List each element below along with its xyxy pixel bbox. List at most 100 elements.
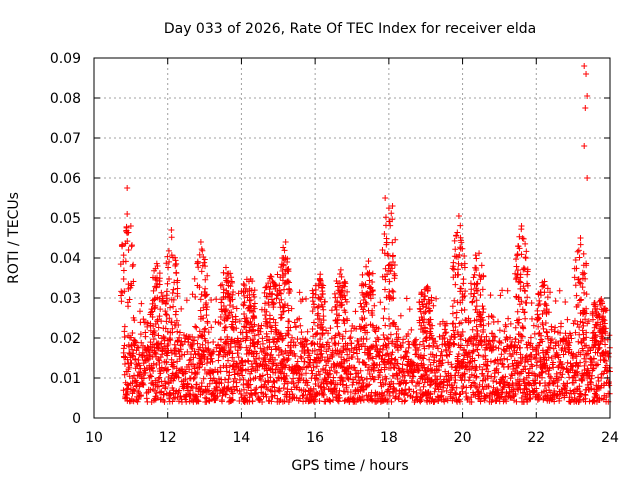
data-point (383, 375, 390, 382)
data-point (124, 356, 131, 363)
data-point (314, 322, 321, 329)
data-point (128, 282, 135, 289)
data-point (162, 308, 169, 315)
data-point (442, 368, 449, 375)
data-point (265, 280, 272, 287)
data-point (460, 276, 467, 283)
data-point (503, 398, 510, 405)
data-point (488, 312, 495, 319)
data-point (335, 398, 342, 405)
data-point (251, 300, 258, 307)
data-point (406, 386, 413, 393)
data-point (439, 357, 446, 364)
data-point (389, 319, 396, 326)
data-point (392, 341, 399, 348)
data-point (264, 293, 271, 300)
data-point (517, 344, 524, 351)
data-point (528, 315, 535, 322)
data-point (363, 336, 370, 343)
data-point (245, 304, 252, 311)
data-point (165, 264, 172, 271)
data-point (461, 346, 468, 353)
data-point (379, 352, 386, 359)
data-point (369, 344, 376, 351)
data-point (198, 268, 205, 275)
data-point (577, 235, 584, 241)
data-point (253, 384, 260, 391)
data-point (192, 323, 199, 330)
data-point (479, 286, 486, 293)
data-point (386, 315, 393, 322)
data-point (360, 397, 367, 404)
data-point (498, 351, 505, 358)
data-point (383, 344, 390, 351)
data-point (340, 316, 347, 323)
data-point (489, 396, 496, 403)
data-point (525, 372, 532, 379)
data-point (283, 372, 290, 379)
data-point (398, 344, 405, 351)
data-point (357, 397, 364, 404)
data-point (362, 361, 369, 368)
data-point (319, 329, 326, 336)
data-point (280, 244, 287, 251)
data-point (234, 370, 241, 377)
data-point (469, 326, 476, 333)
data-point (290, 394, 297, 401)
data-point (163, 260, 170, 267)
data-point (477, 316, 484, 323)
data-point (134, 398, 141, 405)
data-point (453, 309, 460, 316)
data-point (279, 308, 286, 315)
data-point (515, 339, 522, 346)
data-point (582, 392, 589, 399)
data-point (183, 398, 190, 405)
data-point (202, 263, 209, 270)
data-point (588, 344, 595, 351)
data-point (426, 382, 433, 389)
data-point (163, 288, 170, 295)
data-point (361, 349, 368, 356)
data-point (202, 276, 209, 283)
data-point (385, 335, 392, 342)
data-point (421, 364, 428, 371)
data-point (359, 281, 366, 288)
data-point (596, 312, 603, 319)
data-point (251, 315, 258, 322)
data-point (154, 316, 161, 323)
data-point (518, 298, 525, 305)
x-tick-label: 16 (306, 430, 324, 446)
data-point (265, 379, 272, 386)
data-point (280, 304, 287, 311)
data-point (450, 320, 457, 327)
data-point (282, 254, 289, 261)
data-point (289, 334, 296, 341)
data-point (155, 324, 162, 331)
data-point (344, 342, 351, 349)
data-point (201, 328, 208, 335)
data-point (333, 369, 340, 376)
data-point (583, 291, 590, 298)
data-point (582, 105, 589, 111)
data-point (311, 347, 318, 354)
data-point (495, 369, 502, 376)
data-point (134, 379, 141, 386)
data-point (219, 398, 226, 405)
data-point (519, 333, 526, 340)
data-point (174, 285, 181, 292)
data-point (552, 298, 559, 305)
data-point (224, 270, 231, 277)
data-point (197, 307, 204, 314)
data-point (285, 327, 292, 334)
data-point (208, 297, 215, 304)
data-point (257, 345, 264, 352)
data-point (236, 318, 243, 325)
data-point (126, 373, 133, 380)
data-point (364, 270, 371, 277)
data-point (347, 334, 354, 341)
data-point (222, 339, 229, 346)
data-point (280, 384, 287, 391)
data-point (201, 289, 208, 296)
data-point (332, 332, 339, 339)
data-point (162, 383, 169, 390)
